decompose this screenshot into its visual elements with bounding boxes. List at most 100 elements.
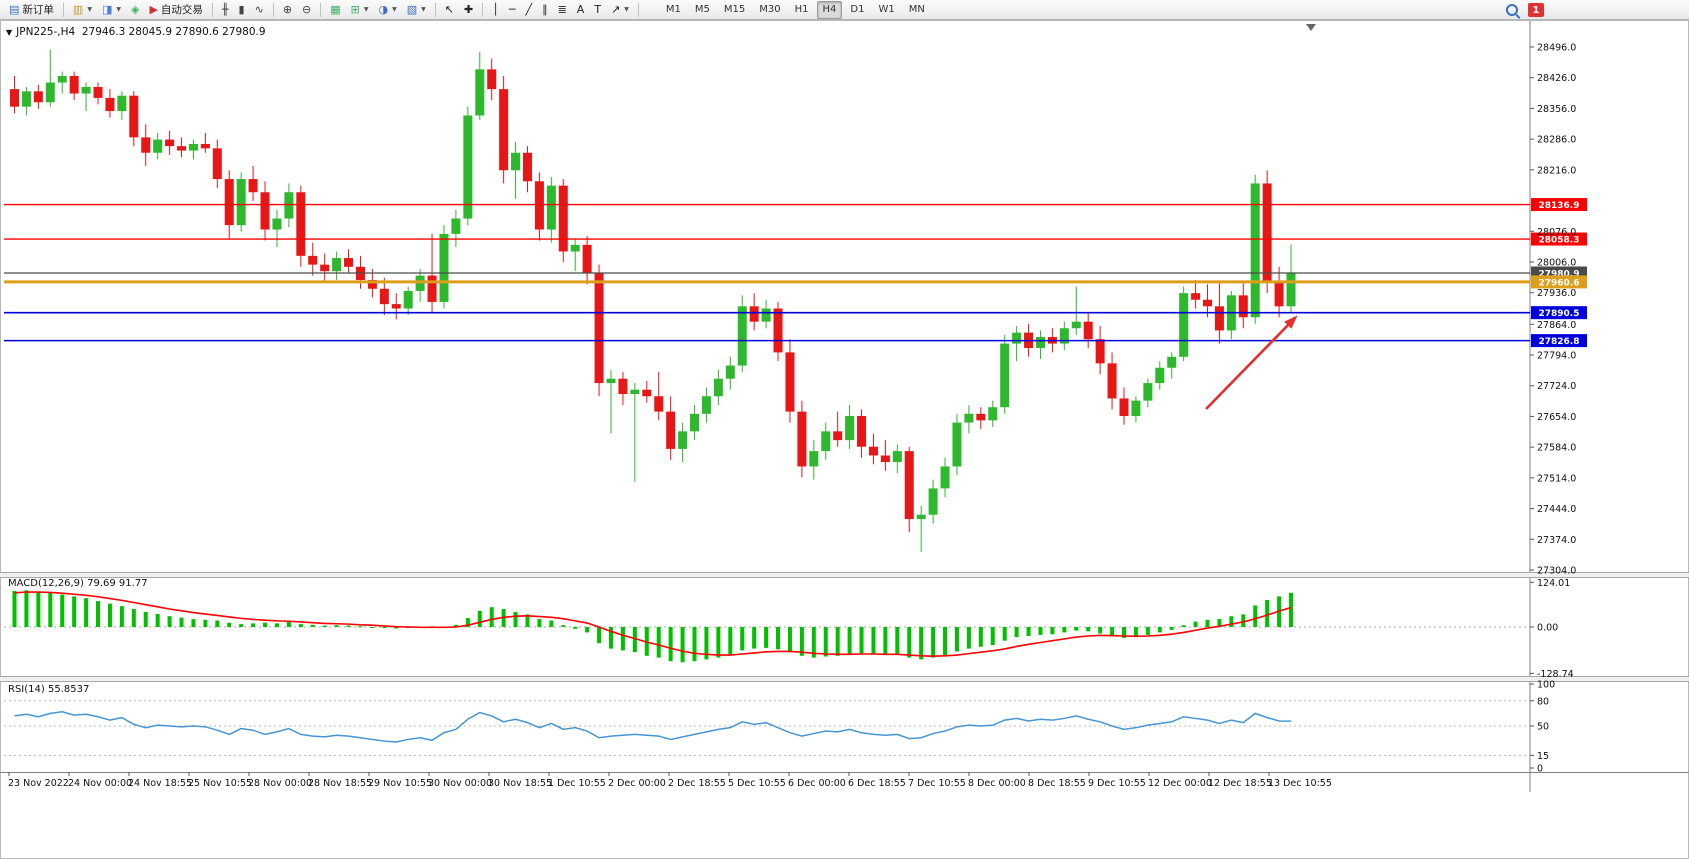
candle: [1143, 378, 1153, 408]
time-axis-label: 6 Dec 18:55: [848, 778, 906, 789]
candle: [1250, 174, 1260, 324]
candle: [1000, 334, 1010, 414]
profiles-button[interactable]: ◨ ▼: [98, 0, 125, 19]
time-axis-label: 23 Nov 2022: [8, 778, 69, 789]
new-order-button[interactable]: ▤ 新订单: [5, 0, 58, 19]
timeframe-m5-button[interactable]: M5: [694, 4, 710, 15]
time-axis-label: 5 Dec 10:55: [728, 778, 786, 789]
autotrading-button[interactable]: ▶ 自动交易: [145, 0, 206, 19]
charts-window-button[interactable]: ▥ ▼: [69, 0, 96, 19]
time-axis-label: 9 Dec 10:55: [1088, 778, 1146, 789]
candle: [761, 299, 771, 329]
templates-button[interactable]: ▧ ▼: [403, 0, 430, 19]
cursor-button[interactable]: ↖: [441, 0, 458, 19]
candle: [809, 440, 819, 480]
resistance-line-2[interactable]: 28058.3: [4, 232, 1587, 246]
rsi-axis-label: 50: [1537, 722, 1549, 733]
tile-windows-icon: ▦: [330, 3, 341, 16]
candle: [1274, 266, 1284, 318]
zoom-out-button[interactable]: ⊖: [298, 0, 315, 19]
price-tag-label: 28136.9: [1539, 201, 1580, 211]
rsi-axis-label: 100: [1537, 680, 1555, 691]
support-line-1[interactable]: 27890.5: [4, 306, 1587, 320]
pane-divider-2[interactable]: [0, 676, 1689, 682]
candle: [928, 479, 938, 524]
search-icon[interactable]: [1506, 4, 1518, 16]
periods-button[interactable]: ◑ ▼: [375, 0, 401, 19]
trendline-button[interactable]: ╱: [521, 0, 536, 19]
support-line-2[interactable]: 27826.8: [4, 334, 1587, 348]
toolbar-buttons: ▤ 新订单 ▥ ▼ ◨ ▼ ◈ ▶ 自动交易 ╫ ▮ ∿ ⊕ ⊖ ▦ ⊞ ▼ ◑ ▼ ▧ ▼ ↖ ✚ │ ─ ╱ ∥ ≣ A T ↗ ▼: [4, 0, 643, 19]
caret-down-icon: ▼: [363, 6, 369, 13]
candle: [188, 139, 198, 160]
candle: [522, 146, 532, 193]
tile-windows-button[interactable]: ▦: [326, 0, 344, 19]
fibonacci-button[interactable]: ≣: [554, 0, 571, 19]
price-axis-label: 27304.0: [1537, 566, 1576, 577]
text-label-button[interactable]: T: [590, 0, 605, 19]
profiles-icon: ◨: [101, 3, 113, 16]
timeframe-m1-button[interactable]: M1: [665, 4, 681, 15]
candle: [499, 75, 509, 184]
candle: [868, 433, 878, 465]
candlestick-chart-button[interactable]: ▮: [235, 0, 249, 19]
pivot-line[interactable]: 27960.6: [4, 275, 1587, 289]
timeframe-m15-button[interactable]: M15: [723, 4, 746, 15]
price-axis-label: 27514.0: [1537, 473, 1576, 484]
candle: [1238, 282, 1248, 329]
equidistant-channel-button[interactable]: ∥: [538, 0, 552, 19]
zoom-in-button[interactable]: ⊕: [279, 0, 296, 19]
candle: [1083, 312, 1093, 348]
candle: [1071, 286, 1081, 335]
toolbar-separator: [434, 2, 436, 17]
candle: [332, 251, 342, 280]
indicators-button[interactable]: ⊞ ▼: [347, 0, 373, 19]
candle: [749, 293, 759, 331]
timeframe-d1-button[interactable]: D1: [850, 4, 865, 15]
current-price-line[interactable]: 27980.9: [4, 266, 1587, 280]
new-order-button-label: 新订单: [22, 4, 54, 16]
macd-axis-label: -128.74: [1537, 669, 1574, 680]
price-axis-label: 28496.0: [1537, 43, 1576, 54]
notification-badge[interactable]: 1: [1528, 3, 1544, 17]
time-axis-label: 2 Dec 18:55: [668, 778, 726, 789]
horizontal-line-button[interactable]: ─: [505, 0, 520, 19]
candle: [690, 405, 700, 441]
trend-arrow[interactable]: [1205, 315, 1298, 410]
price-axis-label: 27936.0: [1537, 288, 1576, 299]
timeframe-h1-button[interactable]: H1: [794, 4, 809, 15]
vertical-line-button[interactable]: │: [488, 0, 503, 19]
price-shift-marker[interactable]: [1306, 24, 1316, 31]
rsi-axis-label: 80: [1537, 696, 1549, 707]
price-tag-label: 27960.6: [1539, 278, 1580, 288]
timeframe-w1-button[interactable]: W1: [878, 4, 895, 15]
toolbar-separator: [211, 2, 213, 17]
bar-chart-button[interactable]: ╫: [218, 0, 233, 19]
candle: [487, 58, 497, 101]
arrows-button[interactable]: ↗ ▼: [607, 0, 633, 19]
timeframe-h4-button[interactable]: H4: [816, 0, 843, 19]
line-chart-button[interactable]: ∿: [251, 0, 268, 19]
macd-histogram: [12, 590, 1294, 663]
scripts-button[interactable]: ◈: [127, 0, 143, 19]
symbol-title[interactable]: ▼ JPN225-,H4 27946.3 28045.9 27890.6 2798…: [6, 26, 266, 38]
resistance-line-1[interactable]: 28136.9: [4, 198, 1587, 212]
macd-pane: 124.01 0.00 -128.74: [4, 578, 1574, 680]
timeframe-mn-button[interactable]: MN: [908, 4, 925, 15]
symbol-expand-icon[interactable]: ▼: [6, 28, 13, 37]
macd-axis-label: 0.00: [1537, 623, 1558, 634]
candle: [451, 209, 461, 248]
vertical-line-icon: │: [492, 3, 499, 16]
price-axis[interactable]: 28496.0 28426.0 28356.0 28286.0 28216.0 28076…: [1530, 43, 1576, 577]
text-button[interactable]: A: [573, 0, 589, 19]
pane-divider-1[interactable]: [0, 572, 1689, 578]
time-axis-label: 28 Nov 00:00: [248, 778, 312, 789]
price-tag: [1531, 275, 1587, 289]
timeframe-m30-button[interactable]: M30: [759, 4, 781, 15]
fibonacci-icon: ≣: [557, 3, 567, 16]
candle: [1059, 321, 1069, 351]
candle: [821, 422, 831, 460]
crosshair-button[interactable]: ✚: [460, 0, 477, 19]
